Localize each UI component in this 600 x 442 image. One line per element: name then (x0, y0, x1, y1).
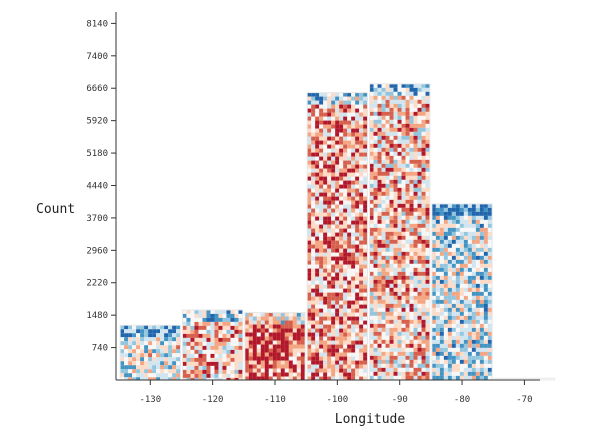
histogram-bar (306, 92, 369, 381)
y-tick-label: 5920 (86, 117, 108, 127)
bars-layer (119, 83, 556, 381)
y-tick-label: 8140 (86, 19, 108, 29)
x-axis-title: Longitude (335, 412, 406, 427)
y-tick-label: 740 (92, 344, 108, 354)
x-tick-label: -130 (139, 395, 161, 405)
histogram-bar (369, 83, 431, 381)
histogram-bar (181, 309, 244, 381)
y-tick-label: 7400 (86, 52, 108, 62)
x-tick-label: -90 (392, 395, 408, 405)
y-tick-label: 4440 (86, 181, 108, 191)
x-tick-label: -120 (202, 395, 224, 405)
y-tick-label: 2960 (86, 246, 108, 256)
y-tick-label: 1480 (86, 311, 108, 321)
histogram-bar (431, 203, 493, 381)
y-tick-label: 6660 (86, 84, 108, 94)
y-tick-label: 5180 (86, 149, 108, 159)
ticks-layer: 740 1480 2220 2960 3700 4440 5180 5920 6660 7400 8… (86, 19, 532, 405)
y-tick-label: 3700 (86, 214, 108, 224)
histogram-bar (119, 324, 181, 381)
histogram-bar (244, 312, 306, 381)
x-tick-label: -110 (264, 395, 286, 405)
axes-layer (115, 12, 540, 381)
x-tick-label: -100 (327, 395, 349, 405)
y-tick-label: 2220 (86, 279, 108, 289)
y-axis-title: Count (36, 202, 75, 217)
x-tick-label: -70 (516, 395, 532, 405)
x-tick-label: -80 (454, 395, 470, 405)
